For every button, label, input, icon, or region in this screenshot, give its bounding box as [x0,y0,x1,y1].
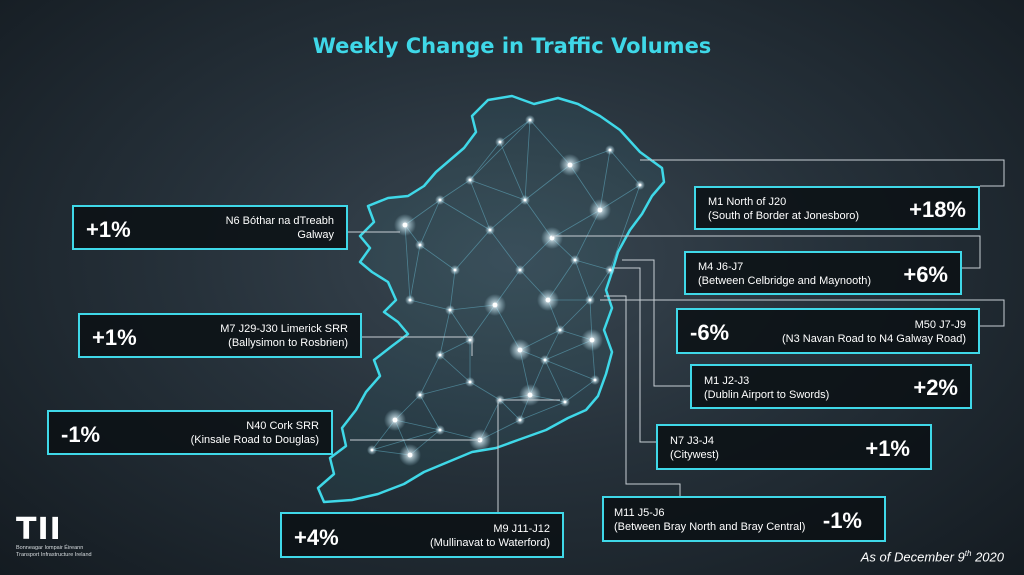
page-title: Weekly Change in Traffic Volumes [312,34,712,58]
percent-change: +18% [909,197,966,222]
percent-change: +1% [92,325,137,350]
road-name: M1 J2-J3 [704,375,750,387]
road-detail: (Kinsale Road to Douglas) [190,434,319,446]
road-name: M4 J6-J7 [698,261,744,273]
location-box-m50: -6% M50 J7-J9 (N3 Navan Road to N4 Galwa… [676,308,980,354]
road-name: M1 North of J20 [708,196,787,208]
location-box-n40: -1% N40 Cork SRR (Kinsale Road to Dougla… [47,410,333,455]
road-name: N7 J3-J4 [670,435,715,447]
percent-change: +6% [903,262,948,287]
location-box-m4: M4 J6-J7 (Between Celbridge and Maynooth… [684,251,962,295]
percent-change: +1% [86,217,131,242]
tii-logo: TII Bonneagar Iompair Éireann Transport … [16,515,92,559]
location-box-m9: +4% M9 J11-J12 (Mullinavat to Waterford) [280,512,564,558]
road-detail: (Between Celbridge and Maynooth) [698,275,872,287]
road-detail: (Ballysimon to Rosbrien) [228,337,348,349]
percent-change: -1% [61,422,101,447]
road-detail: (Dublin Airport to Swords) [704,389,830,401]
road-detail: Galway [297,229,334,241]
road-name: M50 J7-J9 [914,319,966,331]
date-year: 2020 [971,549,1004,565]
location-box-n7: N7 J3-J4 (Citywest) +1% [656,424,932,470]
road-detail: (South of Border at Jonesboro) [708,210,860,222]
location-box-m1-north: M1 North of J20 (South of Border at Jone… [694,186,980,230]
location-box-n6: +1% N6 Bóthar na dTreabh Galway [72,205,348,250]
logo-line-irish: Bonneagar Iompair Éireann [16,545,84,551]
percent-change: +2% [913,375,958,400]
percent-change: +1% [865,436,910,461]
location-box-m1-south: M1 J2-J3 (Dublin Airport to Swords) +2% [690,364,972,409]
as-of-date: As of December 9th 2020 [861,549,1004,564]
road-name: M7 J29-J30 Limerick SRR [220,323,348,335]
road-name: N6 Bóthar na dTreabh [225,215,334,227]
logo-mark: TII [16,512,62,547]
date-suffix: th [964,549,972,558]
location-box-m11: M11 J5-J6 (Between Bray North and Bray C… [602,496,886,542]
logo-line-english: Transport Infrastructure Ireland [16,552,92,558]
road-detail: (Mullinavat to Waterford) [429,537,550,549]
percent-change: +4% [294,525,339,550]
road-detail: (N3 Navan Road to N4 Galway Road) [781,333,966,345]
road-name: M11 J5-J6 [614,507,665,519]
road-detail: (Between Bray North and Bray Central) [614,521,806,533]
road-detail: (Citywest) [670,449,719,461]
percent-change: -6% [690,320,730,345]
leader-lines [348,159,1005,512]
location-box-m7: +1% M7 J29-J30 Limerick SRR (Ballysimon … [78,313,362,358]
road-name: M9 J11-J12 [493,523,550,535]
date-prefix: As of December 9 [860,549,965,565]
road-name: N40 Cork SRR [246,420,319,432]
percent-change: -1% [822,508,862,533]
